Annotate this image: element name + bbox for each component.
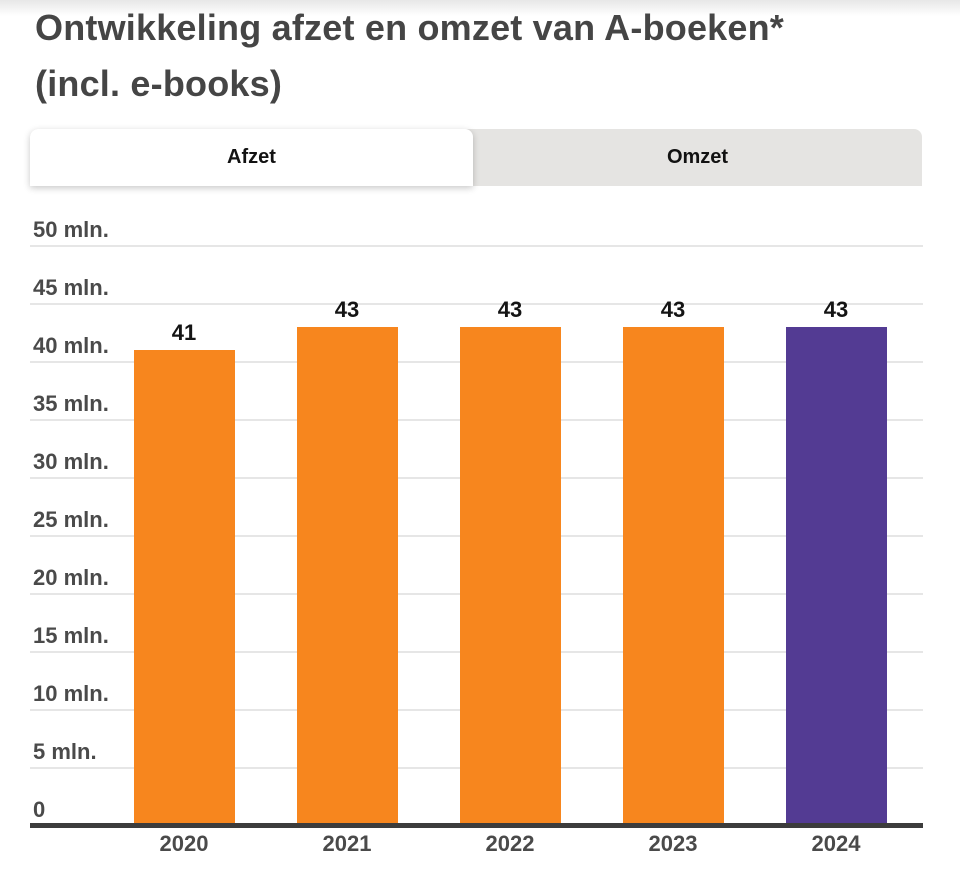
top-gradient [0,0,960,16]
y-axis-tick-label-0: 0 [33,797,46,822]
x-axis-category-label-2024: 2024 [811,831,861,856]
gridline-50 [30,245,923,247]
y-axis-tick-label-15: 15 mln. [33,623,109,648]
bar-value-label-2024: 43 [823,297,849,322]
bar-value-label-2021: 43 [334,297,360,322]
page-title-line2: (incl. e-books) [35,63,283,104]
x-axis-category-label-2022: 2022 [485,831,535,856]
bar-2024[interactable] [786,327,887,823]
y-axis-tick-label-40: 40 mln. [33,333,109,358]
x-axis-category-label-2021: 2021 [322,831,372,856]
x-axis-category-label-2023: 2023 [648,831,698,856]
page-title-line1: Ontwikkeling afzet en omzet van A-boeken… [35,7,785,48]
page-title: Ontwikkeling afzet en omzet van A-boeken… [35,0,784,112]
y-axis-tick-label-30: 30 mln. [33,449,109,474]
y-axis-tick-label-50: 50 mln. [33,217,109,242]
tab-omzet[interactable]: Omzet [666,146,729,168]
y-axis-tick-label-10: 10 mln. [33,681,109,706]
x-axis-line [30,823,923,828]
bar-2023[interactable] [623,327,724,823]
y-axis-tick-label-5: 5 mln. [33,739,97,764]
bar-2022[interactable] [460,327,561,823]
y-axis-tick-label-45: 45 mln. [33,275,109,300]
tab-afzet[interactable]: Afzet [30,129,473,186]
x-axis-category-label-2020: 2020 [159,831,209,856]
y-axis-tick-label-35: 35 mln. [33,391,109,416]
bar-value-label-2022: 43 [497,297,523,322]
y-axis-tick-label-25: 25 mln. [33,507,109,532]
y-axis-tick-label-20: 20 mln. [33,565,109,590]
bar-2020[interactable] [134,350,235,823]
chart-series-tabs: Afzet Omzet [30,129,922,186]
bar-value-label-2020: 41 [171,320,197,345]
bar-value-label-2023: 43 [660,297,686,322]
gridline-45 [30,303,923,305]
bar-2021[interactable] [297,327,398,823]
